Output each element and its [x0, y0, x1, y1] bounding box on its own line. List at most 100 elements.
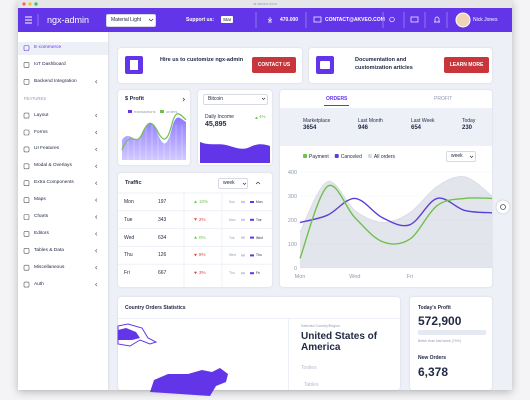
menu-item[interactable]: Extra Components: [34, 180, 74, 186]
map-country[interactable]: [118, 328, 140, 340]
learn-button[interactable]: LEARN MORE: [444, 57, 489, 73]
chevron: [95, 198, 98, 202]
y-tick-label: 200: [288, 218, 297, 224]
legend-swatch: [160, 110, 164, 113]
avatar[interactable]: [455, 12, 471, 28]
country-caption: Selected Country/Region: [301, 324, 340, 328]
download-icon[interactable]: [267, 17, 273, 23]
mini-bar: [241, 272, 245, 275]
stat-label: Last Month: [358, 118, 383, 124]
promo-icon-glyph: [130, 60, 138, 70]
menu-icon: [23, 214, 30, 220]
mini-bar: [250, 218, 254, 221]
x-tick-label: Wed: [349, 274, 360, 280]
menu-item[interactable]: Layout: [34, 112, 49, 118]
menu-icon: [23, 180, 30, 186]
period-select[interactable]: week: [446, 151, 476, 162]
mail-icon[interactable]: [410, 16, 419, 23]
menu-item[interactable]: Modal & Overlays: [34, 163, 72, 169]
legend-label[interactable]: Canceled: [341, 154, 362, 160]
support-label: Support us:: [186, 17, 215, 23]
chevron[interactable]: [255, 181, 261, 185]
search-icon[interactable]: [389, 16, 395, 23]
window-dot[interactable]: [28, 2, 32, 6]
traffic-prev: Tue: [229, 235, 235, 240]
settings-button[interactable]: [495, 199, 511, 215]
mail-icon[interactable]: [313, 16, 322, 23]
window-dot[interactable]: [34, 2, 38, 6]
tab[interactable]: PROFIT: [434, 96, 453, 102]
star-button[interactable]: Star: [221, 16, 234, 23]
menu-item[interactable]: IoT Dashboard: [34, 61, 66, 67]
traffic-prev: Thu: [229, 271, 235, 276]
traffic-current: Wed: [256, 235, 263, 240]
currency-select[interactable]: Bitcoin: [203, 94, 268, 105]
progress-bar: [418, 330, 486, 335]
menu-item[interactable]: UI Features: [34, 146, 60, 152]
tab[interactable]: ORDERS: [324, 96, 350, 106]
menu-item[interactable]: Auth: [34, 281, 44, 287]
mini-bar: [241, 201, 245, 203]
mini-bar: [250, 254, 254, 257]
menu-icon: [23, 281, 30, 288]
country-row: Toolies: [301, 365, 317, 371]
country-row: Tables: [304, 382, 319, 388]
user-name[interactable]: Nick Jones: [473, 17, 498, 23]
traffic-change: 3%: [199, 270, 206, 276]
menu-item[interactable]: Maps: [34, 197, 46, 203]
menu-section: FEATURES: [24, 95, 47, 101]
chevron[interactable]: [182, 97, 185, 102]
mini-bar: [241, 218, 245, 221]
menu-icon: [23, 197, 30, 203]
legend-label[interactable]: All orders: [374, 154, 396, 160]
promo-icon-glyph: [320, 61, 330, 69]
menu-item[interactable]: Editors: [34, 230, 49, 236]
chevron: [95, 113, 98, 118]
traffic-change: 2%: [199, 216, 206, 222]
menu-item[interactable]: Forms: [34, 129, 48, 135]
country-card: [118, 297, 400, 390]
traffic-value: 667: [158, 270, 167, 277]
traffic-value: 126: [158, 252, 167, 259]
menu-item[interactable]: Charts: [34, 214, 49, 219]
downloads[interactable]: 470.000: [280, 17, 299, 23]
map-country[interactable]: [150, 368, 228, 396]
legend-swatch: [128, 110, 132, 113]
window-dot[interactable]: [22, 2, 26, 6]
contact-button[interactable]: CONTACT US: [252, 57, 296, 73]
menu-icon: [23, 79, 30, 85]
traffic-current: Tue: [256, 217, 262, 222]
trend-arrow: [255, 116, 258, 119]
mini-bar: [250, 236, 254, 239]
settings-icon: [500, 204, 506, 210]
contact-email[interactable]: CONTACT@AKVEO.COM: [325, 17, 385, 23]
traffic-day: Mon: [124, 199, 134, 205]
map-country[interactable]: [117, 323, 158, 347]
stat-value: 654: [411, 125, 422, 131]
header-dividers: [255, 12, 448, 28]
bell-icon[interactable]: [434, 16, 440, 23]
menu-icon: [23, 231, 30, 237]
mini-bar: [241, 254, 245, 257]
brand[interactable]: ngx-admin: [47, 15, 90, 25]
stat-value: 3654: [303, 125, 317, 131]
traffic-change: 8%: [199, 252, 206, 258]
line: [299, 197, 493, 227]
line: [299, 184, 493, 259]
menu-item[interactable]: E-commerce: [34, 45, 62, 50]
legend-label[interactable]: Payment: [309, 154, 329, 160]
menu-item[interactable]: Miscellaneous: [34, 264, 65, 270]
menu-icon: [23, 264, 30, 271]
chevron: [95, 130, 98, 135]
menu-icon[interactable]: [25, 16, 32, 24]
menu-icon: [23, 146, 30, 153]
legend-label: orders: [166, 109, 178, 114]
menu-item[interactable]: Backend Integration: [34, 78, 77, 84]
theme-select[interactable]: Material Light: [106, 14, 156, 27]
chevron: [242, 182, 247, 185]
menu-item[interactable]: Tables & Data: [34, 247, 64, 253]
country-panel: [288, 319, 401, 390]
period-select[interactable]: week: [218, 178, 248, 189]
trend-arrow: [194, 200, 197, 203]
